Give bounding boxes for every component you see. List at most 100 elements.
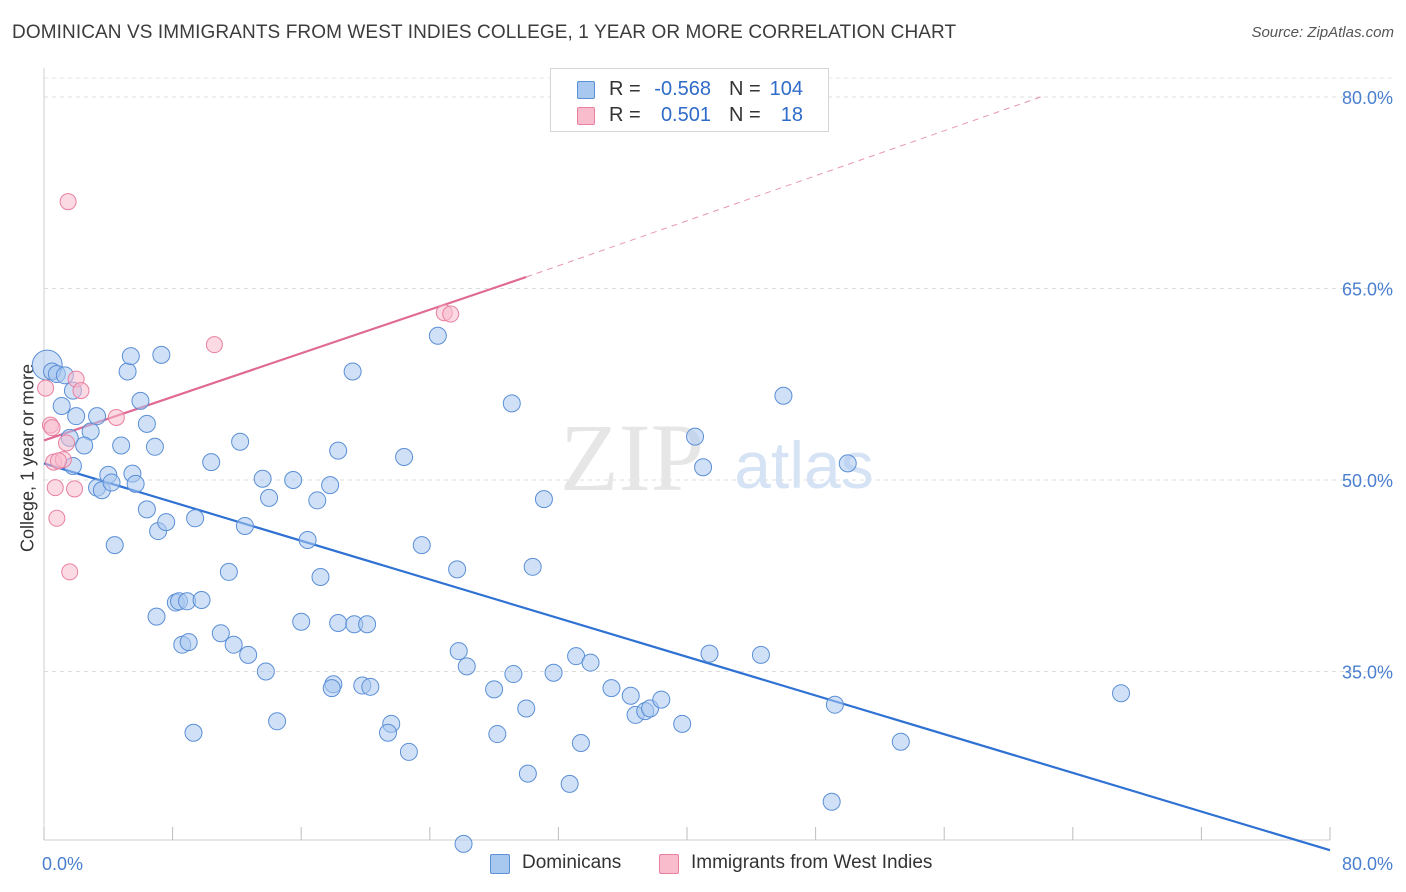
west-indies-point[interactable] (46, 479, 64, 497)
dominicans-point[interactable] (322, 679, 341, 698)
dominicans-point[interactable] (75, 436, 94, 455)
dominicans-point[interactable] (673, 714, 692, 733)
dominicans-point[interactable] (256, 662, 275, 681)
trend-lines (43, 96, 1331, 852)
dominicans-point[interactable] (179, 633, 198, 652)
dominicans-point[interactable] (137, 414, 156, 433)
dominicans-point[interactable] (231, 432, 250, 451)
dominicans-point[interactable] (145, 437, 164, 456)
dominicans-point[interactable] (517, 699, 536, 718)
dominicans-point[interactable] (260, 488, 279, 507)
dominicans-point[interactable] (560, 774, 579, 793)
dominicans-point[interactable] (686, 427, 705, 446)
dominicans-point[interactable] (329, 441, 348, 460)
dominicans-point[interactable] (485, 680, 504, 699)
dominicans-point[interactable] (192, 591, 211, 610)
dominicans-point[interactable] (321, 476, 340, 495)
dominicans-point[interactable] (449, 642, 468, 661)
dominicans-point[interactable] (157, 513, 176, 532)
dominicans-point[interactable] (581, 653, 600, 672)
dominicans-point[interactable] (822, 792, 841, 811)
dominicans-point[interactable] (361, 677, 380, 696)
dominicans-point[interactable] (694, 458, 713, 477)
dominicans-point[interactable] (311, 568, 330, 587)
west-indies-point[interactable] (66, 480, 84, 498)
west-indies-point[interactable] (58, 434, 76, 452)
dominicans-point[interactable] (292, 612, 311, 631)
dominicans-point[interactable] (298, 531, 317, 550)
dominicans-point[interactable] (395, 448, 414, 467)
west-indies-point[interactable] (59, 193, 77, 211)
dominicans-point[interactable] (700, 644, 719, 663)
dominicans-point[interactable] (751, 645, 770, 664)
dominicans-point[interactable] (211, 624, 230, 643)
dominicans-point[interactable] (88, 407, 107, 426)
legend-r-value: 0.501 (660, 104, 711, 126)
dominicans-point[interactable] (448, 560, 467, 579)
dominicans-point[interactable] (137, 500, 156, 519)
dominicans-point[interactable] (184, 723, 203, 742)
dominicans-point[interactable] (284, 471, 303, 489)
dominicans-point[interactable] (518, 764, 537, 783)
dominicans-point[interactable] (121, 347, 140, 366)
dominicans-point[interactable] (504, 665, 523, 684)
dominicans-point[interactable] (891, 732, 910, 751)
dominicans-point[interactable] (488, 725, 507, 744)
dominicans-point[interactable] (224, 635, 243, 654)
legend-swatch-blue (490, 854, 510, 874)
dominicans-point[interactable] (838, 454, 857, 473)
dominicans-point[interactable] (343, 362, 362, 381)
dominicans-point[interactable] (202, 453, 221, 472)
axes (43, 68, 1331, 841)
dominicans-point[interactable] (152, 345, 171, 364)
dominicans-point[interactable] (186, 509, 205, 528)
west-indies-point[interactable] (72, 382, 90, 400)
dominicans-point[interactable] (219, 562, 238, 581)
dominicans-point[interactable] (131, 391, 150, 410)
x-tick-label: 0.0% (42, 854, 83, 874)
dominicans-point[interactable] (602, 679, 621, 698)
dominicans-point[interactable] (329, 613, 348, 632)
dominicans-point[interactable] (118, 362, 137, 381)
dominicans-point[interactable] (105, 536, 124, 555)
dominicans-point[interactable] (571, 733, 590, 752)
dominicans-point[interactable] (457, 657, 476, 676)
dominicans-point[interactable] (428, 326, 447, 345)
west-indies-point[interactable] (43, 419, 61, 437)
dominicans-point[interactable] (253, 469, 272, 488)
dominicans-point[interactable] (67, 407, 86, 426)
dominicans-point[interactable] (379, 723, 398, 742)
dominicans-point[interactable] (544, 663, 563, 682)
dominicans-point[interactable] (1112, 684, 1131, 703)
dominicans-point[interactable] (102, 473, 121, 492)
dominicans-point[interactable] (534, 490, 553, 509)
west-indies-point[interactable] (107, 408, 125, 426)
west-indies-point[interactable] (61, 563, 79, 581)
legend-row-dominicans: R = -0.568 N = 104 (551, 77, 828, 103)
dominicans-point[interactable] (412, 536, 431, 555)
dominicans-point[interactable] (825, 695, 844, 714)
dominicans-point[interactable] (502, 394, 521, 413)
dominicans-point[interactable] (52, 396, 71, 415)
dominicans-point[interactable] (235, 516, 254, 535)
dominicans-point[interactable] (268, 712, 287, 731)
dominicans-point[interactable] (399, 742, 418, 761)
west-indies-point[interactable] (49, 452, 67, 470)
dominicans-point[interactable] (358, 615, 377, 634)
dominicans-point[interactable] (112, 436, 131, 455)
dominicans-point[interactable] (239, 645, 258, 664)
west-indies-point[interactable] (37, 379, 55, 397)
dominicans-point[interactable] (652, 690, 671, 709)
dominicans-point[interactable] (621, 686, 640, 705)
dominicans-point[interactable] (147, 607, 166, 626)
dominicans-point[interactable] (774, 386, 793, 405)
correlation-legend: R = -0.568 N = 104 R = 0.501 N = 18 (550, 68, 829, 132)
dominicans-point[interactable] (454, 834, 473, 853)
dominicans-point[interactable] (126, 474, 145, 493)
west-indies-point[interactable] (205, 336, 223, 354)
west-indies-point[interactable] (48, 509, 66, 527)
dominicans-point[interactable] (308, 491, 327, 510)
dominicans-point[interactable] (523, 557, 542, 576)
y-tick-label: 65.0% (1342, 280, 1393, 300)
west-indies-point[interactable] (442, 305, 460, 323)
